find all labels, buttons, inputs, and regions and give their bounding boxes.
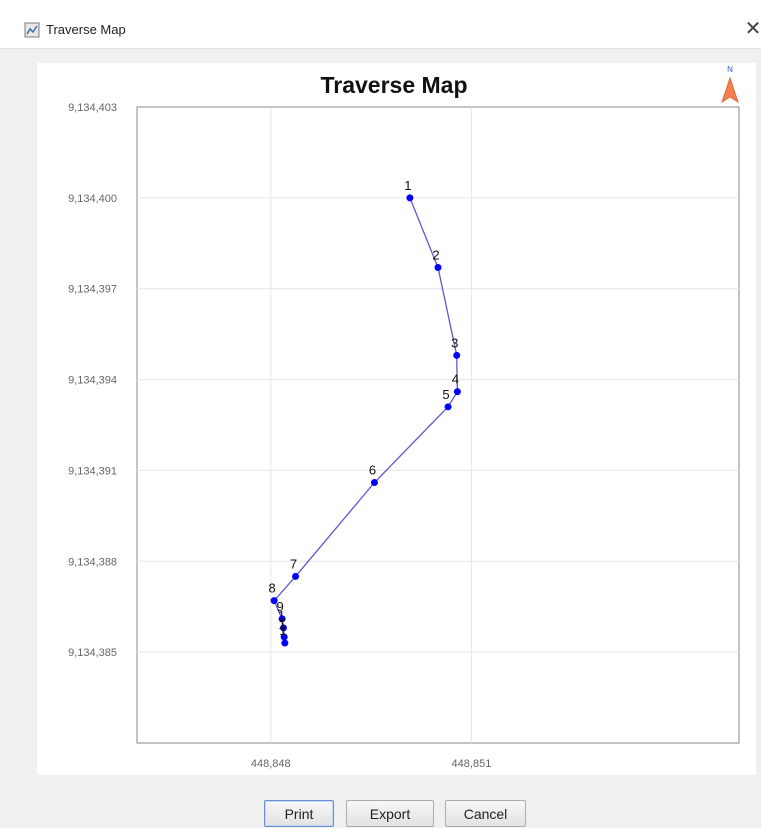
traverse-point[interactable] [434,264,442,272]
point-label: 7 [290,556,297,571]
y-tick-label: 9,134,400 [68,193,117,205]
point-label: 6 [369,463,376,478]
traverse-point[interactable] [406,194,414,202]
point-label: 3 [451,335,458,350]
y-tick-label: 9,134,385 [68,647,117,659]
print-button[interactable]: Print [264,800,334,827]
traverse-point[interactable] [444,403,452,411]
x-tick-label: 448,851 [452,758,492,770]
cancel-button[interactable]: Cancel [445,800,526,827]
traverse-point[interactable] [270,597,278,605]
traverse-point[interactable] [279,624,287,632]
traverse-point[interactable] [292,572,300,580]
traverse-point[interactable] [453,388,461,396]
point-label: 1 [404,178,411,193]
y-tick-label: 9,134,394 [68,375,117,387]
y-tick-label: 9,134,391 [68,465,117,477]
point-label: 1 [278,608,285,623]
window-title: Traverse Map [46,22,126,37]
point-label: 9 [277,599,284,614]
point-label: 1 [279,617,286,632]
title-bar[interactable]: Traverse Map ✕ [0,0,761,49]
y-tick-label: 9,134,403 [68,102,117,114]
x-tick-label: 448,848 [251,758,291,770]
north-arrow-icon: N [721,65,739,104]
export-button[interactable]: Export [346,800,434,827]
traverse-point[interactable] [278,615,286,623]
chart-panel: Traverse Map N 9,134,403 9,134,400 9,134,3… [37,63,756,775]
point-label: 1 [279,623,286,638]
traverse-point[interactable] [281,639,289,647]
traverse-point[interactable] [280,633,288,641]
y-tick-label: 9,134,397 [68,284,117,296]
point-label: 4 [452,372,459,387]
north-arrow-label: N [727,65,733,74]
traverse-point[interactable] [453,351,461,359]
app-icon [24,22,40,38]
y-tick-label: 9,134,388 [68,556,117,568]
traverse-point[interactable] [370,479,378,487]
close-button[interactable]: ✕ [744,18,761,40]
point-label: 2 [432,248,439,263]
traverse-chart: Traverse Map N 9,134,403 9,134,400 9,134,3… [68,65,740,770]
plot-area [136,106,740,744]
chart-title: Traverse Map [320,72,467,98]
point-label: 8 [269,581,276,596]
point-label: 5 [442,387,449,402]
